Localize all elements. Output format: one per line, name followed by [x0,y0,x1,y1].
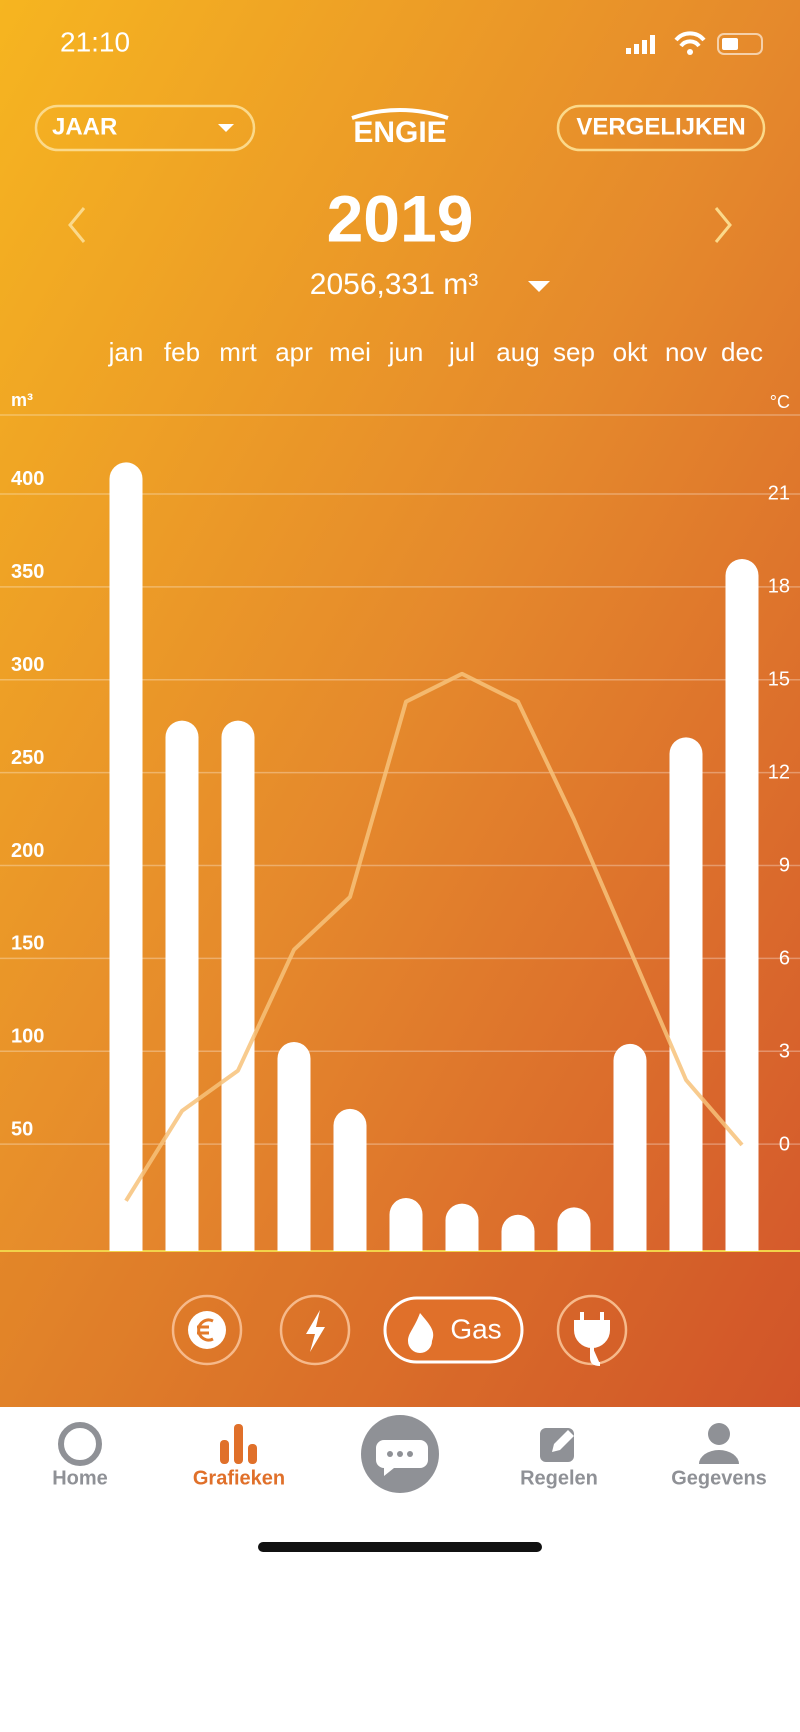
compare-label: VERGELIJKEN [576,113,745,140]
battery-icon [717,33,763,55]
logo-arc [351,108,449,120]
bar [277,1042,311,1251]
bar [445,1203,479,1251]
next-arrow[interactable] [714,207,732,243]
temperature-line [124,671,744,1202]
y-tick-label: 200 [11,840,44,862]
y-tick-label: 400 [11,468,44,490]
bar [221,720,255,1251]
gas-label: Gas [450,1313,501,1344]
x-tick-label: apr [275,337,313,367]
x-tick-label: jun [388,337,424,367]
y2-tick-label: 3 [779,1040,790,1062]
period-dropdown[interactable] [34,104,256,152]
tab-label[interactable]: Home [52,1467,108,1489]
bar [333,1108,367,1251]
power-icon [306,1310,325,1352]
y2-tick-label: 21 [768,482,790,504]
period-label: JAAR [52,113,117,140]
logo: ENGIE [353,116,446,149]
battery-level [722,38,738,50]
clock: 21:10 [60,26,130,57]
home-icon[interactable] [58,1422,102,1466]
y-tick-label: 150 [11,933,44,955]
gas-icon [408,1313,434,1353]
home-indicator [258,1542,542,1552]
plug-button[interactable] [556,1294,628,1366]
euro-button[interactable] [171,1294,243,1366]
chat-icon [376,1440,428,1476]
bar [725,558,759,1251]
prev-arrow[interactable] [68,207,86,243]
chart: m³ °C 50 100 150 200 250 300 350 400 0 3 6 9 12 15 18 21 j… [0,337,800,1252]
x-tick-label: okt [613,337,648,367]
tab-label[interactable]: Gegevens [671,1467,767,1489]
bar [613,1043,647,1251]
y-tick-label: 300 [11,654,44,676]
euro-symbol [197,1318,214,1342]
total: 2056,331 m³ [310,268,478,301]
y2-tick-label: 18 [768,575,790,597]
bar [669,737,703,1251]
y2-tick-label: 9 [779,854,790,876]
y-tick-label: 50 [11,1118,33,1140]
x-tick-label: dec [721,337,763,367]
x-tick-label: jan [108,337,144,367]
tab-label[interactable]: Grafieken [193,1467,285,1489]
bar [109,462,143,1251]
wifi-icon [674,31,706,48]
dropdown-arrow [218,124,234,132]
charts-icon[interactable] [220,1424,257,1464]
y-tick-label: 350 [11,561,44,583]
x-tick-label: sep [553,337,595,367]
x-tick-label: jul [448,337,475,367]
bar [557,1207,591,1251]
plug-icon [574,1312,610,1366]
y-tick-label: 250 [11,747,44,769]
x-tick-label: mrt [219,337,257,367]
x-tick-label: feb [164,337,200,367]
power-button[interactable] [279,1294,351,1366]
profile-head[interactable] [708,1423,730,1445]
year: 2019 [327,181,474,255]
tab-label[interactable]: Regelen [520,1467,598,1489]
rules-pen [552,1430,574,1452]
bar [389,1198,423,1251]
bar [501,1214,535,1251]
y-tick-label: 100 [11,1026,44,1048]
chat-dots [387,1451,413,1457]
x-tick-label: aug [496,337,539,367]
y2-tick-label: 6 [779,947,790,969]
bar [165,720,199,1251]
profile-body[interactable] [699,1450,739,1464]
y2-tick-label: 0 [779,1133,790,1155]
x-tick-label: mei [329,337,371,367]
euro-icon [188,1311,226,1349]
wifi-dot [687,49,693,55]
total-dropdown[interactable] [528,281,550,292]
x-tick-label: nov [665,337,707,367]
compare-button[interactable] [556,104,766,152]
signal-icon [626,35,655,54]
y2-tick-label: 12 [768,761,790,783]
y-axis-label: m³ [11,390,33,410]
y2-axis-label: °C [770,392,790,412]
y2-tick-label: 15 [768,668,790,690]
